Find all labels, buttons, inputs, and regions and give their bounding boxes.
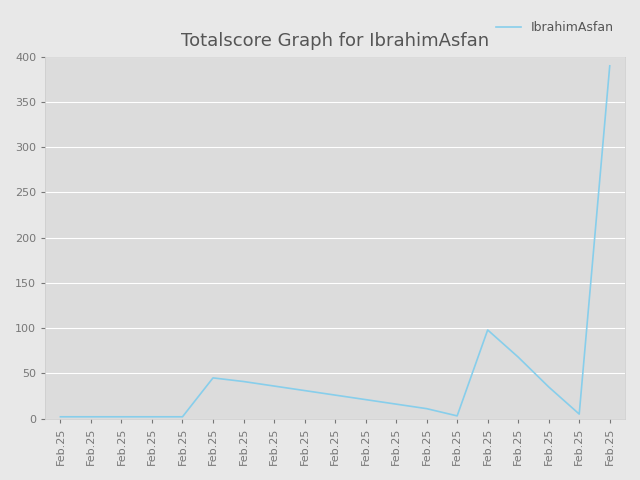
IbrahimAsfan <box>270 383 278 389</box>
IbrahimAsfan <box>209 375 217 381</box>
IbrahimAsfan <box>392 401 400 407</box>
IbrahimAsfan <box>515 354 522 360</box>
IbrahimAsfan <box>545 384 552 390</box>
IbrahimAsfan <box>118 414 125 420</box>
IbrahimAsfan <box>87 414 95 420</box>
IbrahimAsfan <box>56 414 64 420</box>
IbrahimAsfan <box>484 327 492 333</box>
Line: IbrahimAsfan: IbrahimAsfan <box>60 66 610 417</box>
IbrahimAsfan <box>423 406 431 411</box>
Legend: IbrahimAsfan: IbrahimAsfan <box>491 16 619 39</box>
IbrahimAsfan <box>148 414 156 420</box>
Title: Totalscore Graph for IbrahimAsfan: Totalscore Graph for IbrahimAsfan <box>181 32 489 50</box>
IbrahimAsfan <box>179 414 186 420</box>
IbrahimAsfan <box>301 388 308 394</box>
IbrahimAsfan <box>453 413 461 419</box>
IbrahimAsfan <box>240 379 248 384</box>
IbrahimAsfan <box>575 411 583 417</box>
IbrahimAsfan <box>606 63 614 69</box>
IbrahimAsfan <box>332 392 339 398</box>
IbrahimAsfan <box>362 397 369 403</box>
